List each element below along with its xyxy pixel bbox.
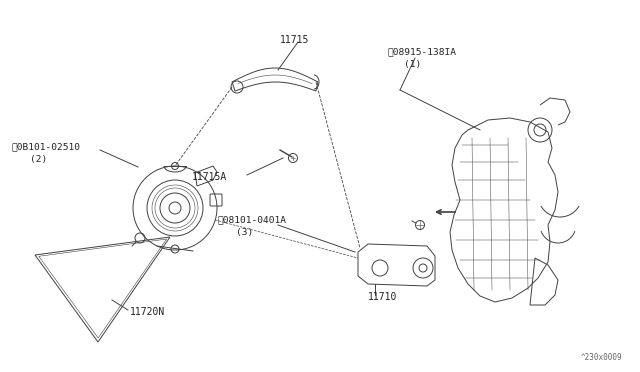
Text: Ⓣ08915-138IA: Ⓣ08915-138IA xyxy=(388,47,457,56)
Text: ⒲08101-0401A: ⒲08101-0401A xyxy=(218,215,287,224)
Text: 11720N: 11720N xyxy=(130,307,165,317)
Text: 11710: 11710 xyxy=(368,292,397,302)
Text: 11715A: 11715A xyxy=(192,172,227,182)
Text: (1): (1) xyxy=(404,60,421,69)
Text: (3): (3) xyxy=(236,228,253,237)
Text: ^230x0009: ^230x0009 xyxy=(580,353,622,362)
Text: ⒲0B101-02510: ⒲0B101-02510 xyxy=(12,142,81,151)
Text: (2): (2) xyxy=(30,155,47,164)
Text: 11715: 11715 xyxy=(280,35,309,45)
